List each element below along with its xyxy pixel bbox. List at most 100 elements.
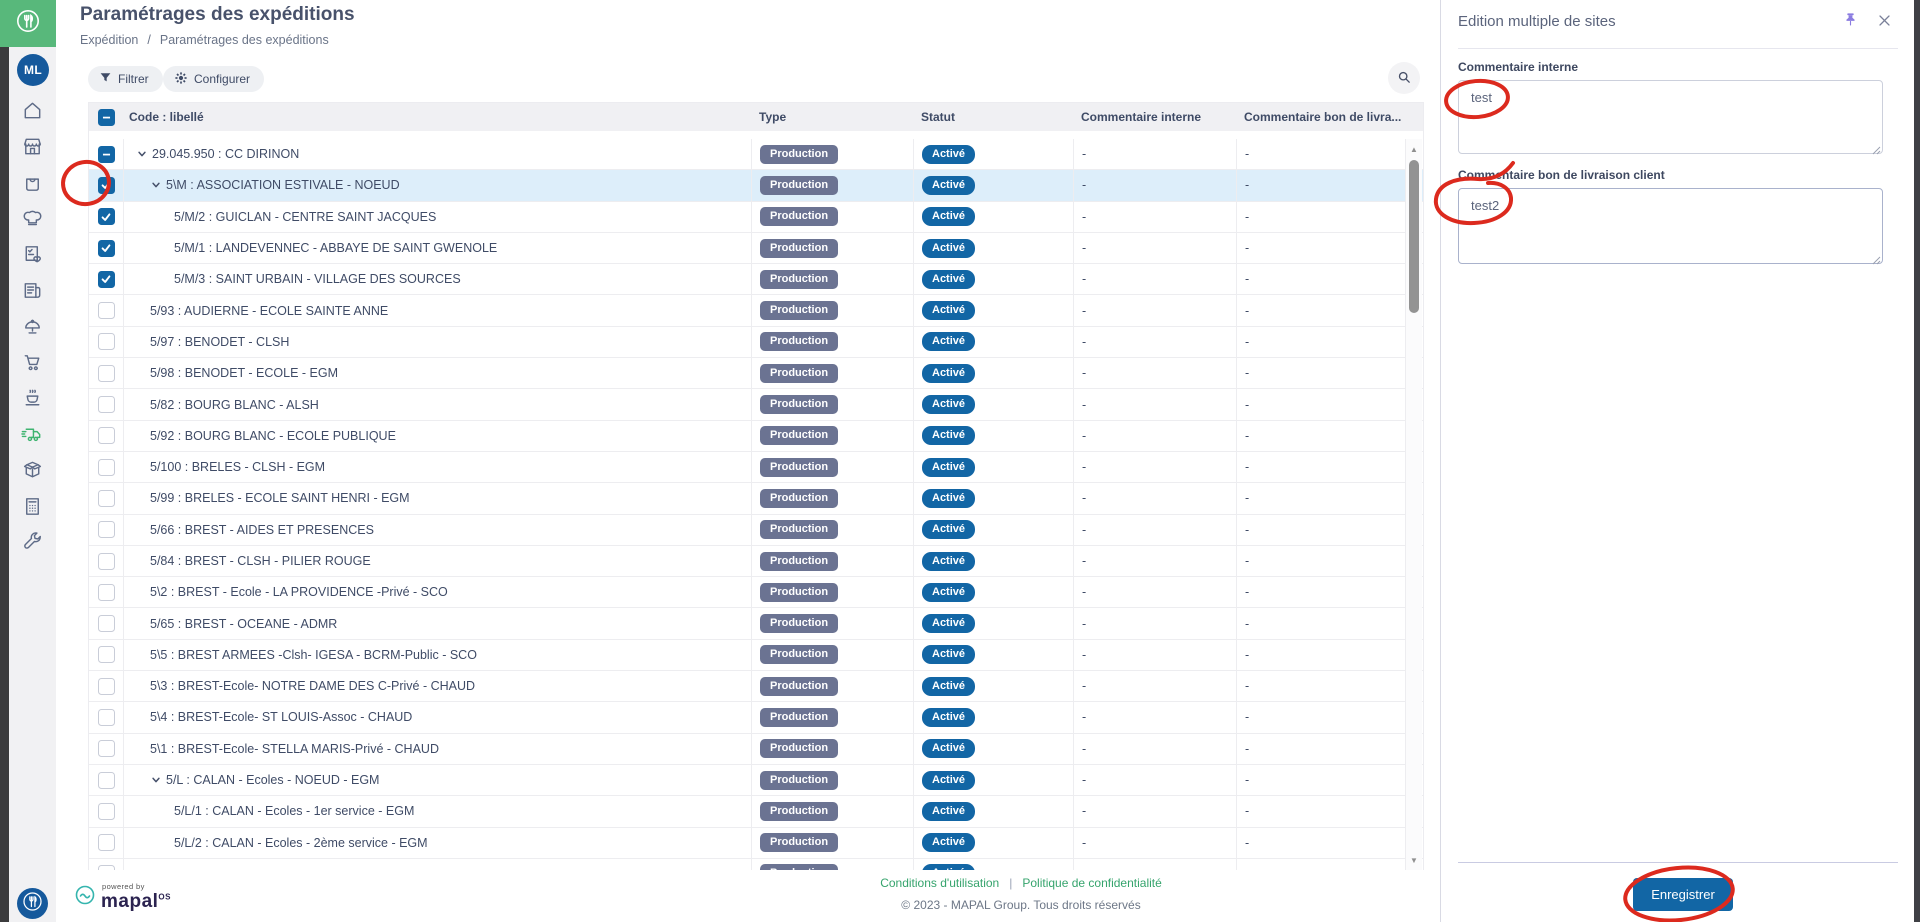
row-code-label: 5\5 : BREST ARMEES -Clsh- IGESA - BCRM-P…: [150, 647, 477, 662]
select-all-checkbox[interactable]: [97, 108, 115, 126]
table-row[interactable]: 5/82 : BOURG BLANC - ALSH Production Activ…: [89, 389, 1423, 421]
comment-interne-value: -: [1082, 616, 1087, 631]
comment-interne-textarea[interactable]: test: [1458, 80, 1883, 154]
chef-hat-icon[interactable]: [20, 206, 45, 231]
row-code-label: 5/92 : BOURG BLANC - ECOLE PUBLIQUE: [150, 428, 396, 443]
row-checkbox[interactable]: [97, 740, 115, 758]
type-badge: Production: [760, 488, 839, 508]
store-icon[interactable]: [20, 134, 45, 159]
table-row[interactable]: 5/100 : BRELES - CLSH - EGM Production Act…: [89, 451, 1423, 484]
cloche-icon[interactable]: [20, 314, 45, 339]
row-checkbox[interactable]: [97, 145, 115, 163]
pin-icon: [1842, 12, 1859, 32]
search-button[interactable]: [1388, 62, 1420, 94]
row-checkbox[interactable]: [97, 677, 115, 695]
terms-link[interactable]: Conditions d'utilisation: [880, 876, 1000, 890]
row-checkbox[interactable]: [97, 802, 115, 820]
app-logo[interactable]: [0, 0, 56, 47]
pin-button[interactable]: [1839, 11, 1861, 33]
row-checkbox[interactable]: [97, 865, 115, 870]
row-checkbox[interactable]: [97, 364, 115, 382]
row-checkbox[interactable]: [97, 396, 115, 414]
row-checkbox[interactable]: [97, 427, 115, 445]
table-row[interactable]: 5/L : CALAN - Ecoles - NOEUD - EGM Produc…: [89, 764, 1423, 797]
comment-bdl-value: -: [1245, 428, 1250, 443]
row-checkbox[interactable]: [97, 771, 115, 789]
row-checkbox[interactable]: [97, 458, 115, 476]
row-checkbox[interactable]: [97, 834, 115, 852]
breadcrumb-item[interactable]: Expédition: [80, 33, 139, 47]
table-row[interactable]: 5/66 : BREST - AIDES ET PRESENCES Product…: [89, 514, 1423, 546]
delivery-truck-icon[interactable]: [20, 422, 45, 447]
cart-icon[interactable]: [20, 350, 45, 375]
comment-bdl-value: -: [1245, 241, 1250, 256]
table-row[interactable]: 5/98 : BENODET - ECOLE - EGM Production Ac…: [89, 358, 1423, 390]
row-code-label: 5\1 : BREST-Ecole- STELLA MARIS-Privé - …: [150, 741, 439, 756]
table-row[interactable]: 5/93 : AUDIERNE - ECOLE SAINTE ANNE Produ…: [89, 295, 1423, 327]
table-row[interactable]: 5/M/1 : LANDEVENNEC - ABBAYE DE SAINT GW…: [89, 232, 1423, 265]
row-checkbox[interactable]: [97, 302, 115, 320]
row-code-label: 5/84 : BREST - CLSH - PILIER ROUGE: [150, 554, 371, 568]
row-checkbox[interactable]: [97, 708, 115, 726]
row-checkbox[interactable]: [97, 583, 115, 601]
row-checkbox[interactable]: [97, 489, 115, 507]
comment-interne-value: -: [1082, 491, 1087, 506]
avatar[interactable]: ML: [17, 54, 49, 86]
comment-bdl-value: -: [1245, 460, 1250, 475]
row-checkbox[interactable]: [97, 646, 115, 664]
scrollbar-thumb[interactable]: [1409, 160, 1419, 313]
configure-button[interactable]: Configurer: [163, 66, 265, 92]
chevron-down-icon[interactable]: [150, 180, 162, 190]
row-checkbox[interactable]: [97, 615, 115, 633]
table-row[interactable]: Production Activé - -: [89, 858, 1423, 870]
scroll-up-icon[interactable]: ▲: [1410, 144, 1418, 154]
table-row[interactable]: 5/92 : BOURG BLANC - ECOLE PUBLIQUE Produ…: [89, 420, 1423, 452]
type-badge: Production: [760, 238, 839, 258]
table-row[interactable]: 5\4 : BREST-Ecole- ST LOUIS-Assoc - CHAU…: [89, 702, 1423, 734]
table-row[interactable]: 5\1 : BREST-Ecole- STELLA MARIS-Privé - …: [89, 733, 1423, 765]
table-row[interactable]: 5/99 : BRELES - ECOLE SAINT HENRI - EGM P…: [89, 483, 1423, 515]
table-row[interactable]: 5/M/2 : GUICLAN - CENTRE SAINT JACQUES Pr…: [89, 201, 1423, 233]
table-row[interactable]: 5/M/3 : SAINT URBAIN - VILLAGE DES SOURC…: [89, 264, 1423, 296]
package-icon[interactable]: [20, 458, 45, 483]
row-checkbox[interactable]: [97, 270, 115, 288]
row-checkbox[interactable]: [97, 333, 115, 351]
scroll-down-icon[interactable]: ▼: [1410, 855, 1418, 865]
table-row[interactable]: 5\3 : BREST-Ecole- NOTRE DAME DES C-Priv…: [89, 671, 1423, 703]
table-row[interactable]: 5/L/1 : CALAN - Ecoles - 1er service - E…: [89, 796, 1423, 828]
row-checkbox[interactable]: [97, 552, 115, 570]
table-row[interactable]: 5\5 : BREST ARMEES -Clsh- IGESA - BCRM-P…: [89, 639, 1423, 672]
privacy-link[interactable]: Politique de confidentialité: [1022, 876, 1162, 890]
comment-interne-value: -: [1082, 773, 1087, 788]
save-button[interactable]: Enregistrer: [1633, 878, 1733, 911]
table-row[interactable]: 5/84 : BREST - CLSH - PILIER ROUGE Produc…: [89, 545, 1423, 578]
panel-title: Edition multiple de sites: [1458, 13, 1616, 30]
comment-interne-value: -: [1082, 366, 1087, 381]
home-icon[interactable]: [20, 98, 45, 123]
row-checkbox[interactable]: [97, 239, 115, 257]
table-scrollbar[interactable]: ▲ ▼: [1405, 139, 1422, 870]
comment-bdl-textarea[interactable]: test2: [1458, 188, 1883, 264]
invoice-icon[interactable]: [20, 278, 45, 303]
type-badge: Production: [760, 614, 839, 634]
calculator-icon[interactable]: [20, 494, 45, 519]
cooking-pot-icon[interactable]: [20, 386, 45, 411]
edit-panel: Edition multiple de sites Commenta: [1440, 0, 1914, 922]
row-checkbox[interactable]: [97, 208, 115, 226]
wrench-icon[interactable]: [20, 530, 45, 555]
filter-button[interactable]: Filtrer: [88, 66, 163, 92]
table-row[interactable]: 5/65 : BREST - OCEANE - ADMR Production Ac…: [89, 608, 1423, 640]
row-checkbox[interactable]: [97, 176, 115, 194]
menu-checklist-icon[interactable]: [20, 242, 45, 267]
chevron-down-icon[interactable]: [136, 149, 148, 159]
column-header-comment-interne: Commentaire interne: [1081, 110, 1202, 124]
shopping-bag-icon[interactable]: [20, 170, 45, 195]
table-row[interactable]: 5/97 : BENODET - CLSH Production Activé - -: [89, 326, 1423, 359]
row-checkbox[interactable]: [97, 521, 115, 539]
table-row[interactable]: 5/L/2 : CALAN - Ecoles - 2ème service - …: [89, 827, 1423, 859]
table-row[interactable]: 5\M : ASSOCIATION ESTIVALE - NOEUD Produc…: [89, 170, 1423, 202]
table-row[interactable]: 5\2 : BREST - Ecole - LA PROVIDENCE -Pri…: [89, 577, 1423, 609]
table-row[interactable]: 29.045.950 : CC DIRINON Production Activé -…: [89, 139, 1423, 171]
chevron-down-icon[interactable]: [150, 775, 162, 785]
close-button[interactable]: [1873, 11, 1895, 33]
